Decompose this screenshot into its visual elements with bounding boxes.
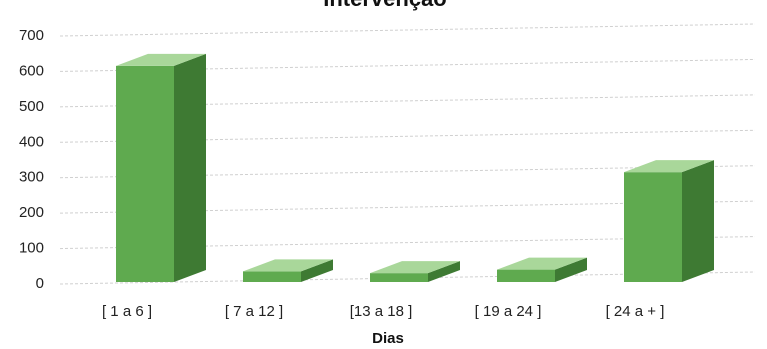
x-tick-label: [ 24 a + ] — [606, 303, 665, 320]
y-tick-label: 300 — [19, 169, 44, 186]
bar-top — [116, 53, 206, 66]
y-tick-label: 500 — [19, 98, 44, 115]
bar-top — [497, 257, 587, 270]
bar-front — [243, 271, 301, 282]
bar-top — [243, 259, 333, 272]
y-tick-label: 0 — [36, 275, 44, 292]
bar — [116, 53, 206, 283]
bar-front — [116, 65, 174, 282]
y-tick-label: 600 — [19, 62, 44, 79]
bar — [370, 261, 460, 282]
bar-side — [174, 53, 206, 283]
x-tick-label: [ 1 a 6 ] — [102, 303, 152, 320]
chart-title: Intervenção — [323, 0, 447, 11]
bar-side — [428, 261, 460, 282]
bar-side — [682, 160, 714, 282]
gridline — [59, 23, 756, 37]
y-tick-label: 700 — [19, 27, 44, 44]
x-tick-label: [ 19 a 24 ] — [475, 303, 542, 320]
bar-front — [370, 273, 428, 282]
bar-top — [624, 160, 714, 173]
bar — [624, 160, 714, 282]
x-tick-label: [13 a 18 ] — [350, 303, 413, 320]
y-tick-label: 100 — [19, 240, 44, 257]
x-axis: [ 1 a 6 ] [ 7 a 12 ] [13 a 18 ] [ 19 a 24 ]… — [102, 303, 664, 320]
bar-side — [555, 257, 587, 282]
y-axis: 0 100 200 300 400 500 600 700 — [19, 27, 44, 292]
bar-side — [301, 259, 333, 282]
bar-front — [497, 269, 555, 282]
bar-top — [370, 261, 460, 274]
x-tick-label: [ 7 a 12 ] — [225, 303, 283, 320]
bars — [116, 53, 714, 283]
y-tick-label: 200 — [19, 204, 44, 221]
x-axis-label: Dias — [372, 330, 404, 347]
bar-front — [624, 172, 682, 282]
y-tick-label: 400 — [19, 133, 44, 150]
bar — [243, 259, 333, 282]
bar — [497, 257, 587, 282]
